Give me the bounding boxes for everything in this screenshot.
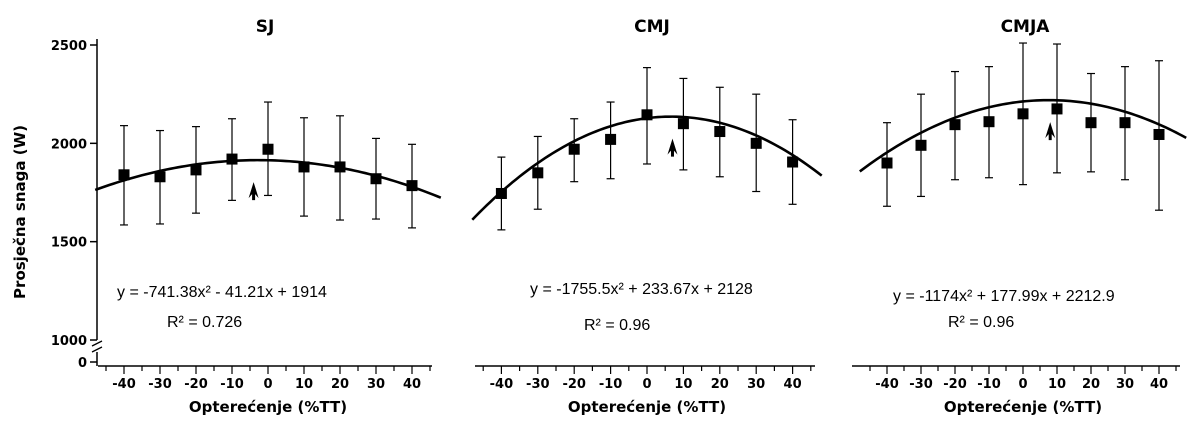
x-axis-label: Opterećenje (%TT) — [189, 398, 347, 416]
data-point — [154, 171, 166, 183]
x-tick-label: 30 — [747, 377, 765, 392]
optimum-arrow-icon — [1045, 122, 1056, 141]
optimum-arrow-icon — [248, 182, 259, 201]
x-tick-label: 20 — [331, 377, 349, 392]
x-tick-label: -10 — [220, 377, 244, 392]
r-squared: R² = 0.96 — [584, 317, 650, 334]
data-point — [605, 133, 617, 145]
r-squared: R² = 0.726 — [167, 314, 242, 331]
panel-cmja: CMJA -40 -30 -20 -10 0 10 20 30 40 Opterećenje (%T… — [852, 17, 1187, 416]
y-tick-label: 2500 — [51, 39, 87, 54]
x-axis-label: Opterećenje (%TT) — [944, 398, 1102, 416]
x-tick-label: 20 — [711, 377, 729, 392]
y-tick-label: 1000 — [51, 334, 87, 349]
data-point — [406, 180, 418, 192]
data-point — [677, 118, 689, 130]
x-tick-label: 40 — [1150, 377, 1168, 392]
data-point — [750, 137, 762, 149]
data-point — [190, 164, 202, 176]
x-tick-label: 30 — [1116, 377, 1134, 392]
x-tick-label: -20 — [184, 377, 208, 392]
panel-sj: SJ -40 -30 -20 -10 0 10 20 30 40 Opterećenje (%TT)… — [94, 17, 442, 416]
data-point — [262, 143, 274, 155]
data-point — [568, 143, 580, 155]
x-tick-label: 0 — [263, 377, 272, 392]
x-tick-label: 0 — [1018, 377, 1027, 392]
data-point — [714, 126, 726, 138]
data-point — [915, 139, 927, 151]
data-point — [298, 161, 310, 173]
x-tick-label: -40 — [875, 377, 899, 392]
panel-title: SJ — [256, 17, 275, 37]
y-tick-label: 0 — [78, 356, 87, 371]
x-tick-label: 40 — [403, 377, 421, 392]
x-tick-label: -30 — [148, 377, 172, 392]
y-tick-label: 1500 — [51, 236, 87, 251]
panel-cmj: CMJ -40 -30 -20 -10 0 10 20 30 40 Opterećenje (%TT… — [471, 17, 823, 416]
x-tick-label: 20 — [1082, 377, 1100, 392]
x-tick-label: -10 — [599, 377, 623, 392]
fit-equation: y = -741.38x² - 41.21x + 1914 — [117, 284, 327, 301]
data-point — [1085, 117, 1097, 129]
data-point — [495, 187, 507, 199]
data-point — [370, 173, 382, 185]
y-tick-label: 2000 — [51, 137, 87, 152]
x-tick-label: -40 — [112, 377, 136, 392]
data-point — [532, 167, 544, 179]
data-point — [1119, 117, 1131, 129]
y-axis-break-mark — [91, 340, 103, 347]
data-point — [334, 161, 346, 173]
y-axis-break-mark — [91, 346, 103, 353]
data-point — [1153, 128, 1165, 140]
fit-equation: y = -1755.5x² + 233.67x + 2128 — [530, 281, 753, 298]
x-tick-label: 30 — [367, 377, 385, 392]
panel-title: CMJA — [1001, 17, 1051, 37]
data-point — [118, 169, 130, 181]
x-tick-label: -20 — [562, 377, 586, 392]
x-tick-label: -30 — [909, 377, 933, 392]
panel-title: CMJ — [634, 17, 670, 37]
x-tick-label: 0 — [642, 377, 651, 392]
x-tick-label: 10 — [674, 377, 692, 392]
data-point — [949, 119, 961, 131]
optimum-arrow-icon — [667, 138, 678, 157]
data-point — [787, 156, 799, 168]
r-squared: R² = 0.96 — [948, 314, 1014, 331]
x-tick-label: 10 — [295, 377, 313, 392]
data-point — [226, 153, 238, 165]
x-tick-label: -40 — [490, 377, 514, 392]
x-tick-label: -10 — [977, 377, 1001, 392]
data-point — [983, 116, 995, 128]
x-tick-label: -30 — [526, 377, 550, 392]
x-tick-label: 10 — [1048, 377, 1066, 392]
data-point — [641, 109, 653, 121]
x-tick-label: 40 — [784, 377, 802, 392]
y-axis: 2500 2000 1500 1000 0 Prosječna snaga (W) — [11, 39, 103, 371]
data-point — [881, 157, 893, 169]
x-axis-label: Opterećenje (%TT) — [568, 398, 726, 416]
x-tick-label: -20 — [943, 377, 967, 392]
fit-equation: y = -1174x² + 177.99x + 2212.9 — [893, 288, 1115, 305]
data-point — [1051, 103, 1063, 115]
data-point — [1017, 108, 1029, 120]
y-axis-label: Prosječna snaga (W) — [11, 125, 29, 299]
